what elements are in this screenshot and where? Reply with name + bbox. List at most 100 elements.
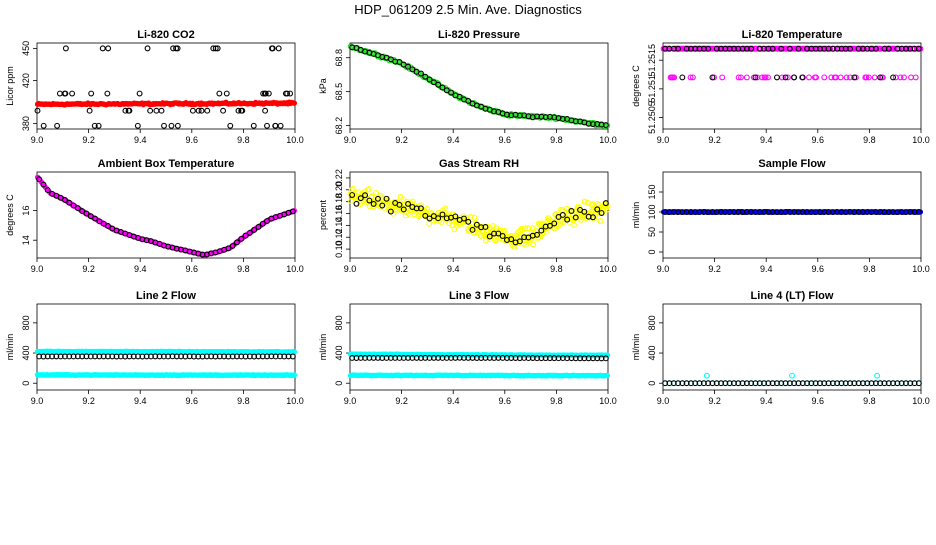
data-point bbox=[260, 90, 267, 97]
data-point bbox=[88, 90, 95, 97]
panel-title: Li-820 Pressure bbox=[438, 29, 520, 41]
data-point bbox=[430, 79, 437, 86]
data-point bbox=[602, 355, 609, 362]
data-point bbox=[104, 223, 111, 229]
data-point bbox=[469, 220, 476, 227]
x-tick-label: 10.0 bbox=[599, 135, 617, 145]
data-point bbox=[473, 221, 480, 228]
series-1 bbox=[349, 44, 609, 129]
series-1 bbox=[349, 192, 609, 246]
data-point bbox=[546, 222, 553, 229]
data-point bbox=[703, 372, 710, 379]
y-tick-label: 51.2515 bbox=[647, 44, 657, 77]
data-point bbox=[277, 122, 284, 129]
data-point bbox=[147, 107, 154, 114]
data-point bbox=[287, 90, 294, 97]
data-point bbox=[262, 90, 269, 97]
y-tick-label: 0 bbox=[647, 381, 657, 386]
y-tick-label: 100 bbox=[647, 204, 657, 219]
data-point bbox=[396, 59, 403, 65]
data-point bbox=[216, 90, 223, 97]
x-tick-label: 9.6 bbox=[499, 396, 512, 406]
data-point bbox=[251, 226, 258, 233]
data-point bbox=[522, 241, 529, 248]
data-point bbox=[865, 74, 872, 81]
data-point bbox=[874, 372, 881, 379]
data-point bbox=[269, 45, 276, 52]
y-axis-label: Licor ppm bbox=[5, 66, 15, 106]
data-point bbox=[890, 74, 896, 81]
plot-frame bbox=[36, 171, 296, 259]
data-point bbox=[602, 122, 609, 129]
data-point bbox=[799, 74, 806, 81]
data-point bbox=[597, 218, 604, 224]
y-tick-label: 800 bbox=[21, 315, 31, 330]
data-point bbox=[289, 208, 296, 215]
data-point bbox=[522, 225, 529, 232]
data-point bbox=[95, 122, 102, 129]
data-point bbox=[467, 214, 474, 221]
data-point bbox=[465, 97, 472, 104]
data-point bbox=[778, 45, 785, 52]
data-point bbox=[235, 107, 242, 114]
data-point bbox=[813, 74, 819, 81]
panel-boxtemp: Ambient Box Temperature 9.0 9.2 9.4 9.6 9.8 10… bbox=[5, 158, 304, 274]
data-point bbox=[418, 205, 424, 212]
data-point bbox=[601, 201, 608, 208]
plot-frame bbox=[349, 42, 609, 130]
data-point bbox=[499, 233, 506, 239]
data-point bbox=[821, 74, 828, 81]
x-tick-label: 10.0 bbox=[286, 135, 304, 145]
x-tick-label: 9.8 bbox=[550, 396, 563, 406]
data-point bbox=[357, 195, 364, 202]
x-tick-label: 9.0 bbox=[657, 396, 670, 406]
x-tick-label: 9.8 bbox=[237, 264, 250, 274]
data-point bbox=[863, 74, 870, 81]
x-tick-label: 9.2 bbox=[708, 264, 721, 274]
x-tick-label: 9.6 bbox=[186, 135, 199, 145]
plot-frame bbox=[662, 42, 922, 130]
y-axis-label: kPa bbox=[318, 78, 328, 94]
data-point bbox=[872, 45, 879, 52]
data-point bbox=[212, 45, 219, 52]
x-tick-label: 9.2 bbox=[395, 396, 408, 406]
plot-frame bbox=[349, 171, 609, 259]
x-tick-label: 10.0 bbox=[286, 396, 304, 406]
plot-frame bbox=[349, 303, 609, 391]
x-tick-label: 9.4 bbox=[760, 396, 773, 406]
y-tick-label: 420 bbox=[21, 73, 31, 88]
data-point bbox=[284, 90, 291, 97]
data-point bbox=[752, 74, 759, 81]
y-tick-label: 0.22 bbox=[334, 169, 344, 187]
data-point bbox=[604, 372, 611, 379]
data-point bbox=[40, 122, 47, 129]
series-0 bbox=[34, 99, 298, 108]
data-point bbox=[422, 212, 429, 219]
data-point bbox=[210, 45, 217, 52]
panel-line3: Line 3 Flow 9.0 9.2 9.4 9.6 9.8 10.0 0 400 800 ml/… bbox=[318, 290, 617, 406]
x-tick-label: 10.0 bbox=[912, 135, 930, 145]
y-tick-label: 150 bbox=[647, 184, 657, 199]
data-point bbox=[225, 245, 232, 252]
data-point bbox=[896, 45, 903, 52]
data-point bbox=[806, 74, 812, 81]
data-point bbox=[239, 107, 246, 114]
data-point bbox=[229, 242, 236, 249]
y-tick-label: 50 bbox=[647, 227, 657, 237]
data-point bbox=[227, 122, 234, 129]
data-point bbox=[465, 218, 472, 225]
data-point bbox=[847, 45, 853, 52]
data-point bbox=[534, 231, 540, 238]
x-tick-label: 9.6 bbox=[186, 396, 199, 406]
x-tick-label: 9.8 bbox=[550, 264, 563, 274]
data-point bbox=[61, 197, 68, 203]
plot-frame bbox=[662, 303, 922, 391]
data-point bbox=[198, 107, 205, 114]
x-tick-label: 9.2 bbox=[708, 135, 721, 145]
x-tick-label: 9.0 bbox=[344, 264, 357, 274]
data-point bbox=[353, 200, 360, 207]
panel-rh: Gas Stream RH 9.0 9.2 9.4 9.6 9.8 10.0 0.100.12… bbox=[318, 158, 617, 274]
data-point bbox=[265, 90, 272, 97]
